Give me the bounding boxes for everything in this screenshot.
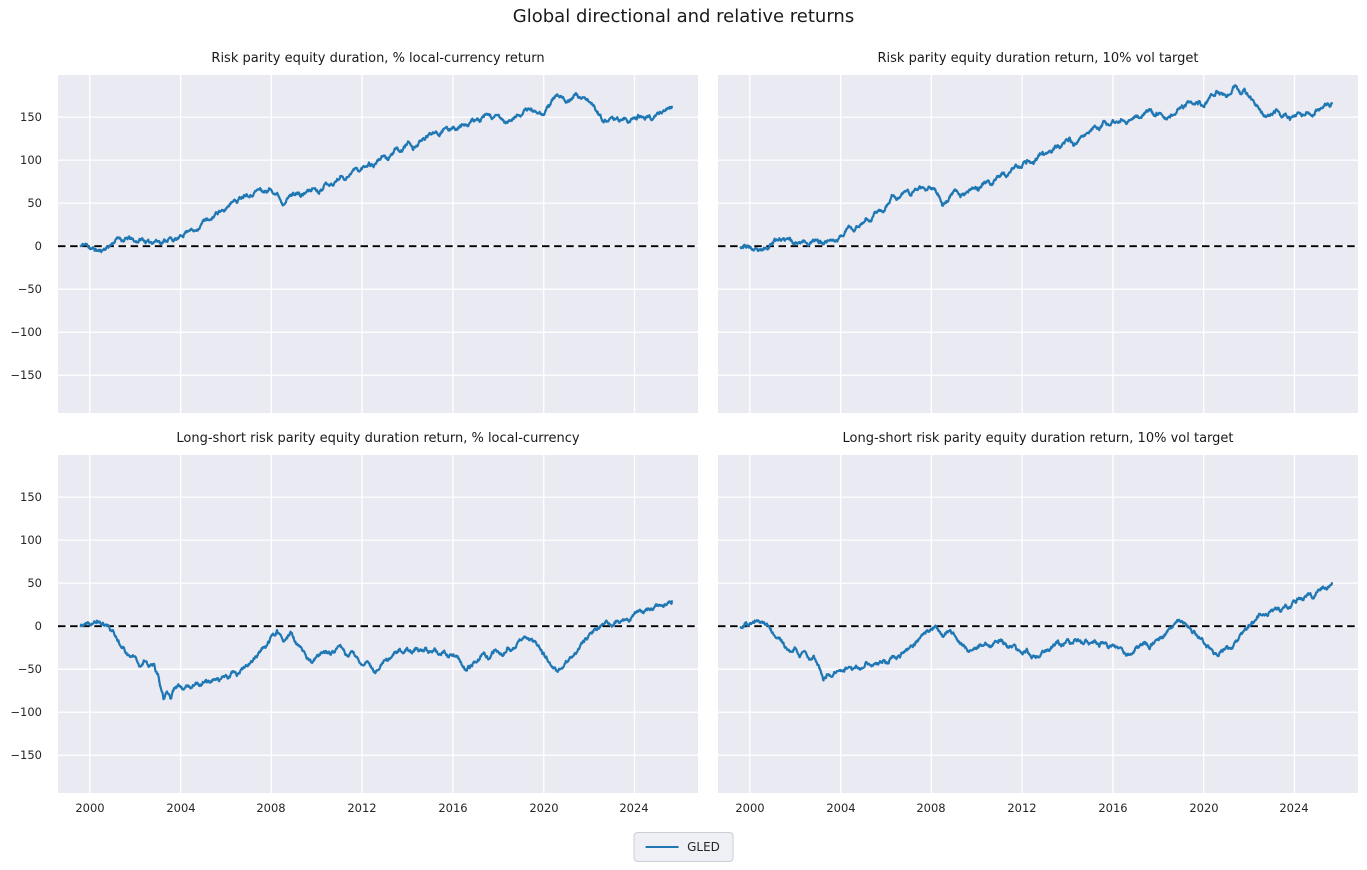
y-tick-label: 50	[27, 576, 42, 590]
subplot-title-top-right: Risk parity equity duration return, 10% …	[877, 51, 1199, 66]
x-tick-label: 2012	[1007, 801, 1037, 815]
x-tick-label: 2008	[256, 801, 286, 815]
y-tick-label: 150	[20, 490, 42, 504]
y-tick-label: 150	[20, 110, 42, 124]
x-tick-label: 2016	[1098, 801, 1128, 815]
y-tick-label: 0	[34, 239, 42, 253]
x-tick-label: 2020	[1189, 801, 1219, 815]
x-tick-label: 2008	[916, 801, 946, 815]
x-tick-label: 2020	[529, 801, 559, 815]
x-tick-label: 2024	[1279, 801, 1309, 815]
x-tick-label: 2016	[438, 801, 468, 815]
y-axis-ticks-top-row: 150 100 50 0 −50 −100 −150	[0, 75, 50, 413]
chart-svg-tr	[718, 75, 1358, 413]
y-tick-label: −50	[17, 662, 42, 676]
x-axis-ticks-left-column: 2000 2004 2008 2012 2016 2020 2024	[58, 801, 698, 821]
y-tick-label: −100	[10, 325, 42, 339]
legend-label: GLED	[687, 840, 720, 854]
plot-tr	[718, 75, 1358, 413]
x-tick-label: 2004	[826, 801, 856, 815]
y-tick-label: −150	[10, 748, 42, 762]
plot-tl	[58, 75, 698, 413]
x-tick-label: 2024	[619, 801, 649, 815]
y-tick-label: −100	[10, 705, 42, 719]
plot-br	[718, 455, 1358, 793]
subplot-title-bottom-right: Long-short risk parity equity duration r…	[842, 431, 1234, 446]
y-tick-label: 50	[27, 196, 42, 210]
x-axis-ticks-right-column: 2000 2004 2008 2012 2016 2020 2024	[718, 801, 1358, 821]
y-tick-label: 100	[20, 153, 42, 167]
x-tick-label: 2004	[166, 801, 196, 815]
y-tick-label: −50	[17, 282, 42, 296]
y-axis-ticks-bottom-row: 150 100 50 0 −50 −100 −150	[0, 455, 50, 793]
chart-svg-tl	[58, 75, 698, 413]
x-tick-label: 2012	[347, 801, 377, 815]
chart-svg-bl	[58, 455, 698, 793]
legend: GLED	[633, 832, 734, 862]
figure-title: Global directional and relative returns	[512, 6, 855, 27]
y-tick-label: 0	[34, 619, 42, 633]
subplot-title-bottom-left: Long-short risk parity equity duration r…	[176, 431, 580, 446]
subplot-title-top-left: Risk parity equity duration, % local-cur…	[211, 51, 545, 66]
x-tick-label: 2000	[75, 801, 105, 815]
y-tick-label: 100	[20, 533, 42, 547]
x-tick-label: 2000	[735, 801, 765, 815]
chart-svg-br	[718, 455, 1358, 793]
legend-line-icon	[645, 846, 679, 848]
y-tick-label: −150	[10, 368, 42, 382]
plot-bl	[58, 455, 698, 793]
